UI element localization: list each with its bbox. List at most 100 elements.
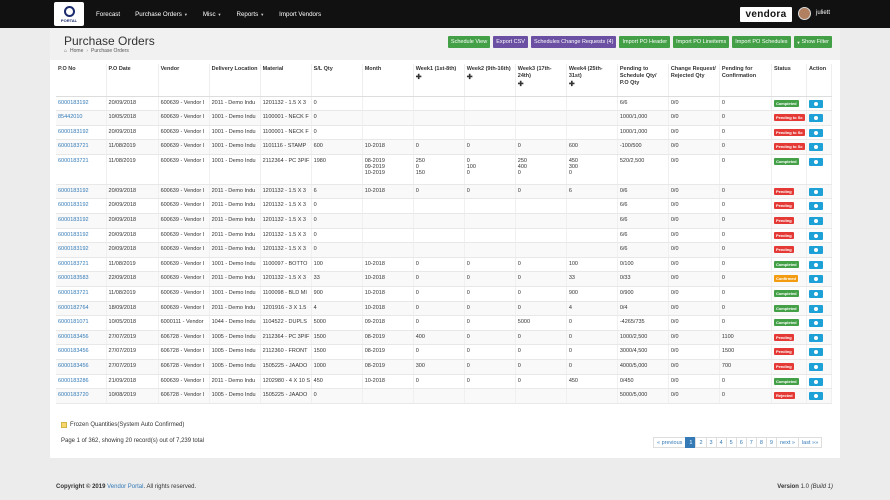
status-badge: Rejected xyxy=(773,392,795,400)
col-week2[interactable]: Week2 (9th-16th) ✚ xyxy=(464,64,516,97)
po-link[interactable]: 6000183192 xyxy=(58,202,89,209)
add-week2-icon[interactable]: ✚ xyxy=(466,73,473,81)
week2-cell: 0 100 0 xyxy=(464,154,516,185)
breadcrumb-home[interactable]: Home xyxy=(70,48,84,54)
po-link[interactable]: 6000183583 xyxy=(58,275,89,282)
view-eye-icon[interactable] xyxy=(808,275,823,284)
status-badge: Completed xyxy=(773,319,799,327)
col-material[interactable]: Material xyxy=(260,64,312,97)
toolbar-button-1[interactable]: Export CSV xyxy=(493,36,528,48)
nav-item-1[interactable]: Purchase Orders ▼ xyxy=(135,11,188,18)
view-eye-icon[interactable] xyxy=(808,348,823,357)
po-link[interactable]: 85442010 xyxy=(58,114,83,121)
month-cell: 08-2019 xyxy=(362,330,414,346)
vendor-portal-link[interactable]: Vendor Portal xyxy=(107,484,144,490)
view-eye-icon[interactable] xyxy=(808,304,823,313)
add-week4-icon[interactable]: ✚ xyxy=(568,80,575,88)
po-link[interactable]: 6000183192 xyxy=(58,99,89,106)
po-link[interactable]: 6000183721 xyxy=(58,157,89,164)
page-link-10[interactable]: next » xyxy=(775,437,799,448)
material-cell: 1100001 - NECK F xyxy=(260,125,312,141)
po-link[interactable]: 6000183286 xyxy=(58,377,89,384)
po-link[interactable]: 6000183192 xyxy=(58,128,89,135)
page-link-11[interactable]: last »» xyxy=(797,437,823,448)
po-link[interactable]: 6000183456 xyxy=(58,348,89,355)
view-eye-icon[interactable] xyxy=(808,231,823,240)
view-eye-icon[interactable] xyxy=(808,143,823,152)
po-link[interactable]: 6000183721 xyxy=(58,260,89,267)
nav-item-2[interactable]: Misc ▼ xyxy=(203,11,222,18)
view-eye-icon[interactable] xyxy=(808,187,823,196)
po-link[interactable]: 6000183721 xyxy=(58,143,89,150)
nav-item-4[interactable]: Import Vendors xyxy=(279,11,321,18)
action-cell xyxy=(806,286,833,302)
view-eye-icon[interactable] xyxy=(808,246,823,255)
col-change-request[interactable]: Change Request/ Rejected Qty xyxy=(668,64,720,97)
view-eye-icon[interactable] xyxy=(808,392,823,401)
change-request-cell: 0/0 xyxy=(668,213,720,229)
col-vendor[interactable]: Vendor xyxy=(158,64,210,97)
col-po-date[interactable]: P.O Date xyxy=(106,64,159,97)
nav-item-0[interactable]: Forecast xyxy=(96,11,120,18)
user-name[interactable]: juliett xyxy=(816,10,831,16)
action-cell xyxy=(806,271,833,288)
view-eye-icon[interactable] xyxy=(808,319,823,328)
view-eye-icon[interactable] xyxy=(808,377,823,386)
col-month[interactable]: Month xyxy=(362,64,414,97)
view-eye-icon[interactable] xyxy=(808,99,823,108)
po-link[interactable]: 6000183192 xyxy=(58,246,89,253)
col-week3[interactable]: Week3 (17th-24th) ✚ xyxy=(515,64,567,97)
view-eye-icon[interactable] xyxy=(808,260,823,269)
portal-logo[interactable]: PORTAL xyxy=(54,2,84,26)
po-link[interactable]: 6000183192 xyxy=(58,217,89,224)
table-header-row: P.O No P.O Date Vendor Delivery Location… xyxy=(56,64,833,97)
col-week1[interactable]: Week1 (1st-8th) ✚ xyxy=(413,64,465,97)
change-request-cell: 0/0 xyxy=(668,228,720,244)
view-eye-icon[interactable] xyxy=(808,202,823,211)
po-link[interactable]: 6000182764 xyxy=(58,304,89,311)
week3-cell: 0 xyxy=(515,344,567,360)
view-eye-icon[interactable] xyxy=(808,114,823,123)
toolbar-button-3[interactable]: Import PO Header xyxy=(619,36,671,48)
view-eye-icon[interactable] xyxy=(808,290,823,299)
table-row: 6000183456 27/07/2019 606728 - Vendor I 100… xyxy=(56,359,833,375)
po-link[interactable]: 6000183720 xyxy=(58,392,89,399)
user-avatar[interactable] xyxy=(798,7,811,20)
toolbar-button-5[interactable]: Import PO Schedules xyxy=(732,36,791,48)
pending-confirmation-cell: 0 xyxy=(719,154,772,185)
po-link[interactable]: 6000183721 xyxy=(58,290,89,297)
po-link[interactable]: 6000183456 xyxy=(58,333,89,340)
po-link[interactable]: 6000183456 xyxy=(58,363,89,369)
toolbar-button-6[interactable]: ▼ Show Filter xyxy=(793,36,832,48)
col-delivery[interactable]: Delivery Location xyxy=(209,64,261,97)
col-po-no[interactable]: P.O No xyxy=(56,64,107,97)
week1-cell xyxy=(413,388,465,404)
toolbar-button-2[interactable]: Schedules Change Requests (4) xyxy=(530,36,617,48)
add-week3-icon[interactable]: ✚ xyxy=(517,80,524,88)
pending-schedule-cell: 6/6 xyxy=(617,228,669,244)
toolbar-button-4[interactable]: Import PO Lineitems xyxy=(673,36,730,48)
view-eye-icon[interactable] xyxy=(808,333,823,342)
toolbar-button-0[interactable]: Schedule View xyxy=(447,36,491,48)
view-eye-icon[interactable] xyxy=(808,128,823,137)
col-pending-confirmation[interactable]: Pending for Confirmation xyxy=(719,64,772,97)
week1-cell: 0 xyxy=(413,286,465,302)
week2-cell xyxy=(464,228,516,244)
week4-cell: 900 xyxy=(566,286,618,302)
change-request-cell: 0/0 xyxy=(668,125,720,141)
nav-item-3[interactable]: Reports ▼ xyxy=(237,11,265,18)
col-pending-schedule[interactable]: Pending to Schedule Qty/ P.O Qty xyxy=(617,64,669,97)
view-eye-icon[interactable] xyxy=(808,363,823,371)
col-status[interactable]: Status xyxy=(771,64,807,97)
col-week4[interactable]: Week4 (25th-31st) ✚ xyxy=(566,64,618,97)
add-week1-icon[interactable]: ✚ xyxy=(415,73,422,81)
view-eye-icon[interactable] xyxy=(808,217,823,226)
po-link[interactable]: 6000183192 xyxy=(58,231,89,238)
col-sl-qty[interactable]: S/L Qty xyxy=(311,64,363,97)
view-eye-icon[interactable] xyxy=(808,157,823,166)
delivery-cell: 2011 - Demo Indu xyxy=(209,96,261,112)
po-link[interactable]: 6000183192 xyxy=(58,187,89,194)
po-link[interactable]: 6000181071 xyxy=(58,319,89,326)
vendor-cell: 600639 - Vendor I xyxy=(158,198,210,215)
page-link-0[interactable]: « previous xyxy=(653,437,687,448)
